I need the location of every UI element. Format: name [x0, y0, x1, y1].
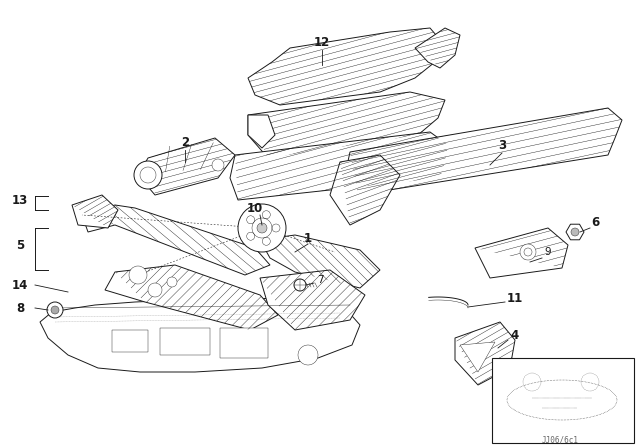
- Text: 9: 9: [545, 247, 551, 257]
- Text: 4: 4: [511, 328, 519, 341]
- Circle shape: [140, 167, 156, 183]
- Circle shape: [294, 279, 306, 291]
- Text: 12: 12: [314, 35, 330, 48]
- Polygon shape: [160, 328, 210, 355]
- Circle shape: [167, 277, 177, 287]
- Text: 2: 2: [181, 135, 189, 148]
- Polygon shape: [248, 28, 442, 105]
- Text: 6: 6: [591, 215, 599, 228]
- Polygon shape: [248, 115, 275, 148]
- Circle shape: [134, 161, 162, 189]
- Circle shape: [51, 306, 59, 314]
- Circle shape: [212, 159, 224, 171]
- Text: JJ06/6c1: JJ06/6c1: [541, 435, 579, 444]
- Circle shape: [262, 211, 270, 219]
- Circle shape: [257, 223, 267, 233]
- Polygon shape: [330, 155, 400, 225]
- Circle shape: [524, 248, 532, 256]
- Polygon shape: [248, 92, 445, 158]
- Polygon shape: [566, 224, 584, 240]
- Circle shape: [262, 237, 270, 246]
- Text: 8: 8: [16, 302, 24, 314]
- Polygon shape: [138, 138, 235, 195]
- Circle shape: [246, 216, 255, 224]
- Polygon shape: [460, 342, 495, 372]
- Polygon shape: [260, 270, 365, 330]
- Polygon shape: [82, 205, 270, 275]
- Circle shape: [238, 204, 286, 252]
- Polygon shape: [40, 298, 360, 372]
- Circle shape: [148, 283, 162, 297]
- Circle shape: [520, 244, 536, 260]
- Text: 10: 10: [247, 202, 263, 215]
- Polygon shape: [345, 108, 622, 195]
- Text: 7: 7: [317, 275, 323, 285]
- Circle shape: [246, 232, 255, 240]
- Polygon shape: [112, 330, 148, 352]
- Polygon shape: [455, 322, 515, 385]
- Polygon shape: [260, 235, 380, 288]
- Text: 5: 5: [16, 238, 24, 251]
- Polygon shape: [475, 228, 568, 278]
- Polygon shape: [72, 195, 118, 228]
- Circle shape: [129, 266, 147, 284]
- Polygon shape: [220, 328, 268, 358]
- Circle shape: [47, 302, 63, 318]
- Text: 3: 3: [498, 138, 506, 151]
- Polygon shape: [230, 132, 448, 200]
- Text: 13: 13: [12, 194, 28, 207]
- Polygon shape: [415, 28, 460, 68]
- Circle shape: [571, 228, 579, 236]
- Polygon shape: [105, 265, 278, 330]
- Text: 14: 14: [12, 279, 28, 292]
- Circle shape: [298, 345, 318, 365]
- Text: 1: 1: [304, 232, 312, 245]
- Bar: [492, 358, 634, 443]
- Text: 11: 11: [507, 292, 523, 305]
- Circle shape: [272, 224, 280, 232]
